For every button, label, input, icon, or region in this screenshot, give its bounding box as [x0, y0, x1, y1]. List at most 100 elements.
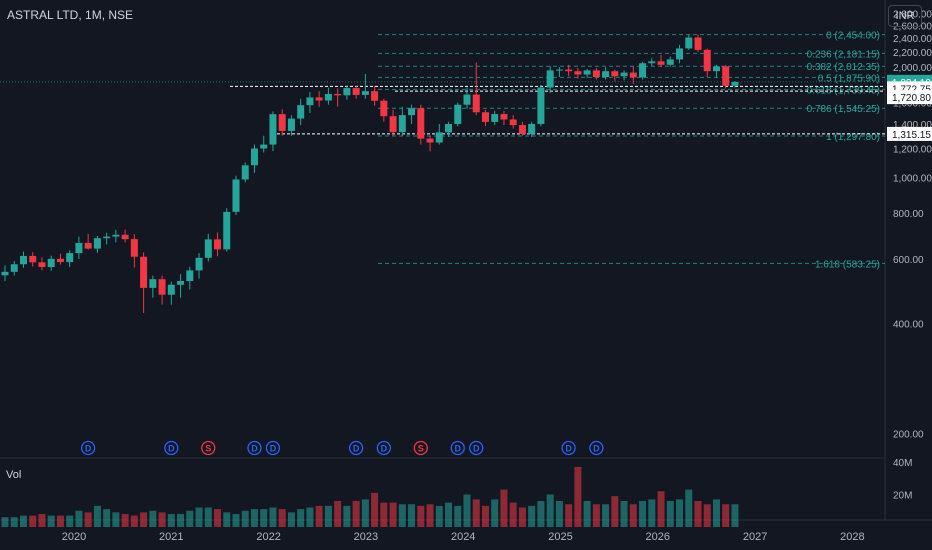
candle-body	[103, 236, 111, 239]
candle-body	[509, 119, 517, 126]
candle-body	[278, 114, 286, 131]
volume-bar	[66, 515, 74, 527]
volume-bar	[472, 499, 480, 527]
volume-bar	[232, 514, 240, 527]
dividend-marker	[265, 440, 281, 456]
dividend-marker	[469, 440, 484, 456]
volume-bar	[250, 509, 258, 527]
y-tick-label: 600.00	[893, 255, 924, 266]
volume-bar	[140, 512, 148, 527]
candle-body	[84, 242, 92, 249]
candle-body	[334, 93, 342, 96]
dividend-marker-label: D	[85, 444, 92, 454]
volume-bar	[620, 501, 628, 527]
volume-bar	[518, 507, 526, 527]
volume-bar	[676, 499, 684, 527]
y-tick-label: 1,200.00	[893, 145, 932, 156]
x-tick-label: 2025	[548, 531, 572, 543]
candle-body	[241, 165, 249, 180]
volume-tick-label: 20M	[893, 491, 912, 502]
volume-bar	[195, 507, 203, 527]
candle-body	[223, 211, 231, 250]
candle-body	[685, 37, 693, 49]
y-tick-label: 2,000.00	[893, 63, 932, 74]
candle-body	[417, 108, 425, 139]
volume-bar	[38, 514, 46, 527]
candle-body	[500, 114, 508, 120]
volume-bar	[546, 494, 554, 527]
candle-body	[29, 255, 37, 263]
candle-body	[676, 48, 684, 60]
candle-body	[454, 104, 462, 124]
volume-tick-label: 40M	[893, 458, 912, 469]
volume-bar	[602, 504, 610, 527]
fib-level-label: 0.236 (2,181.15)	[807, 49, 880, 60]
candle-body	[140, 256, 148, 288]
x-tick-label: 2022	[256, 531, 280, 543]
volume-bar	[112, 512, 120, 527]
x-tick-label: 2021	[159, 531, 183, 543]
x-tick-label: 2024	[451, 531, 475, 543]
volume-bar	[1, 517, 9, 527]
x-tick-label: 2023	[354, 531, 378, 543]
volume-bar	[361, 499, 369, 527]
volume-bar	[565, 504, 573, 527]
volume-bar	[712, 499, 720, 527]
candle-body	[546, 70, 554, 88]
candle-body	[398, 115, 406, 133]
candle-body	[426, 138, 434, 143]
candle-body	[121, 234, 129, 240]
y-tick-label: 2,200.00	[893, 48, 932, 59]
volume-bar	[629, 504, 637, 527]
candle-body	[731, 81, 739, 86]
candle-body	[195, 257, 203, 271]
candle-body	[361, 91, 369, 95]
volume-bar	[685, 489, 693, 527]
candle-body	[574, 71, 582, 75]
candle-body	[611, 71, 619, 77]
volume-bar	[241, 510, 249, 527]
dividend-marker-label: D	[593, 444, 600, 454]
volume-bar	[371, 492, 379, 527]
volume-label: Vol	[6, 469, 22, 481]
candle-body	[177, 281, 185, 285]
volume-bar	[574, 466, 582, 527]
candle-body	[694, 37, 702, 50]
volume-bar	[186, 510, 194, 527]
currency-button[interactable]: INR	[888, 5, 922, 27]
candle-body	[629, 72, 637, 78]
candle-body	[343, 88, 351, 96]
candle-body	[592, 70, 600, 78]
dividend-marker-label: D	[565, 444, 572, 454]
volume-bar	[445, 502, 453, 527]
volume-bar	[10, 517, 18, 527]
candle-body	[315, 97, 323, 101]
dividend-marker-label: D	[473, 444, 480, 454]
x-tick-label: 2027	[743, 531, 767, 543]
dividend-marker	[247, 440, 262, 456]
price-tag-bg	[887, 90, 932, 105]
volume-bar	[639, 501, 647, 527]
volume-bar	[491, 499, 499, 527]
y-tick-label: 200.00	[893, 430, 924, 441]
price-tag-label: 1,720.80	[892, 93, 931, 104]
candle-body	[214, 239, 222, 250]
candle-body	[666, 59, 674, 65]
candle-body	[287, 118, 295, 131]
volume-bar	[555, 501, 563, 527]
candle-body	[38, 262, 46, 268]
candle-body	[1, 271, 9, 276]
volume-bar	[158, 512, 166, 527]
volume-bar	[509, 502, 517, 527]
volume-bar	[389, 502, 397, 527]
volume-bar	[352, 501, 360, 527]
volume-bar	[149, 510, 157, 527]
price-tag-label: 1,772.75	[892, 84, 931, 95]
volume-bar	[315, 505, 323, 527]
volume-bar	[130, 515, 138, 527]
x-tick-label: 2028	[840, 531, 864, 543]
dividend-marker	[348, 440, 364, 456]
candle-body	[620, 72, 628, 77]
candle-body	[703, 49, 711, 72]
